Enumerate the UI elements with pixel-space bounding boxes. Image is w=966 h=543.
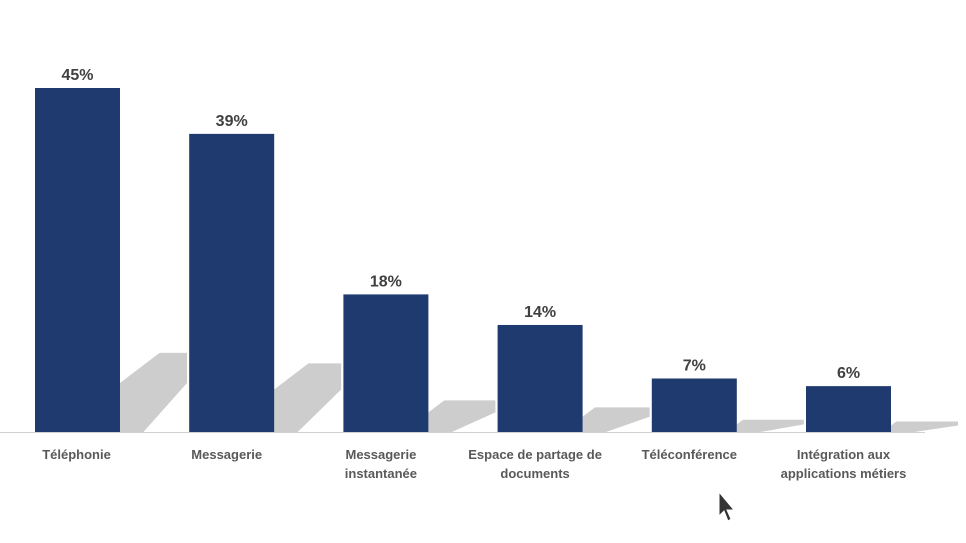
category-label: Espace de partage de <box>468 447 602 462</box>
bar <box>497 324 583 432</box>
category-label: Téléconférence <box>642 447 737 462</box>
category-label: applications métiers <box>781 466 907 481</box>
category-label: Messagerie <box>191 447 262 462</box>
category-label: Intégration aux <box>797 447 891 462</box>
category-label: documents <box>500 466 569 481</box>
bar <box>651 378 737 432</box>
bar <box>35 88 120 432</box>
bar-shadow <box>891 421 958 432</box>
data-label: 45% <box>61 67 93 84</box>
data-label: 7% <box>683 357 706 374</box>
bar <box>806 386 891 432</box>
data-label: 39% <box>216 113 248 130</box>
mouse-cursor-icon <box>718 490 736 522</box>
category-label: Téléphonie <box>42 447 111 462</box>
bar-shadow <box>736 419 804 432</box>
bar-shadow <box>582 407 650 432</box>
bar <box>343 294 429 432</box>
bar <box>189 133 275 432</box>
bar-shadow <box>120 352 187 432</box>
data-label: 14% <box>524 304 556 321</box>
data-label: 18% <box>370 273 402 290</box>
bar-shadow <box>428 400 496 432</box>
category-label: instantanée <box>345 466 417 481</box>
bar-shadow <box>274 363 342 432</box>
category-label: Messagerie <box>345 447 416 462</box>
data-label: 6% <box>837 365 860 382</box>
